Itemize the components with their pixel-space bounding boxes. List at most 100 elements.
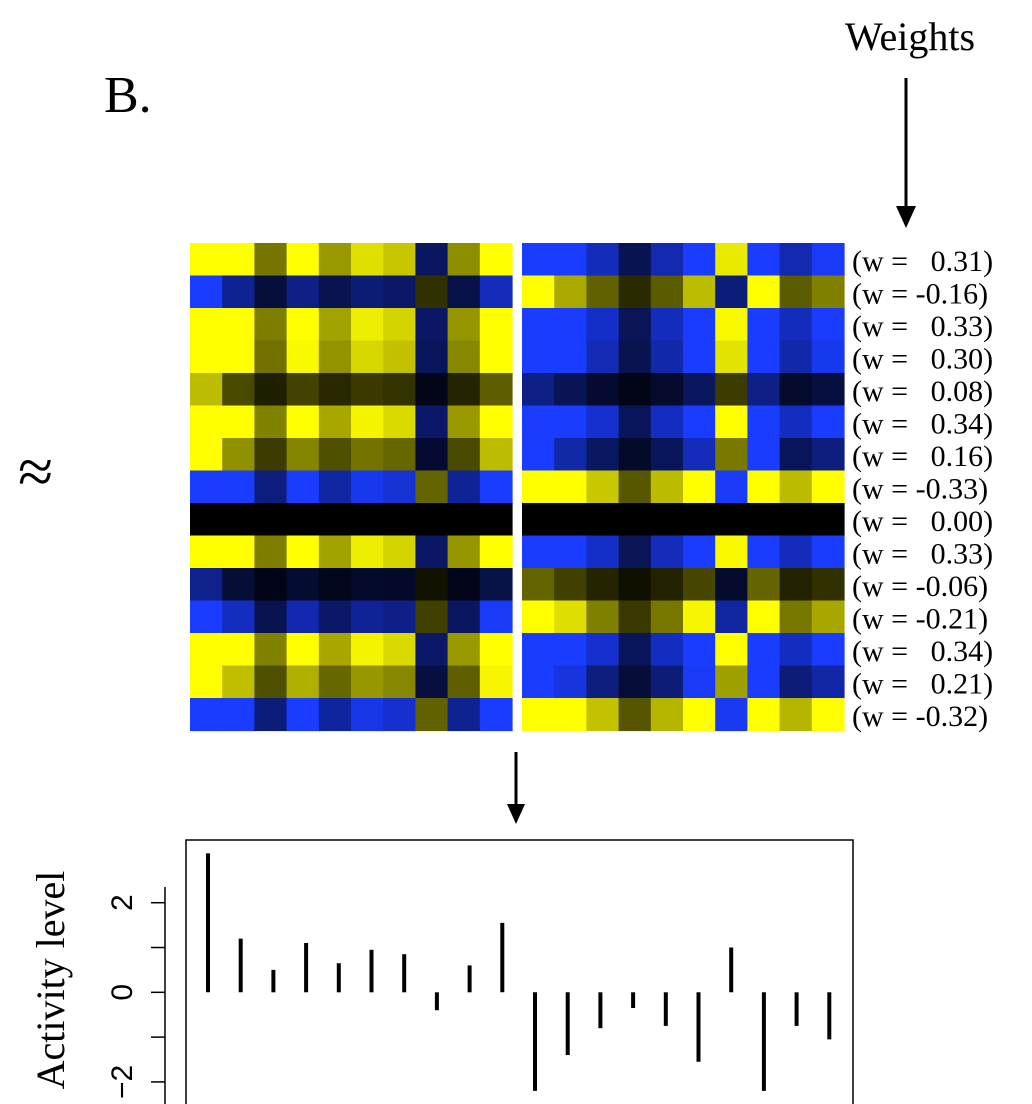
heatmap-cell (447, 308, 481, 342)
heatmap-cell (586, 308, 620, 342)
row-weight-label: (w = 0.21) (852, 668, 993, 701)
heatmap-cell (479, 405, 513, 439)
heatmap-cell (522, 340, 555, 374)
heatmap-cell (650, 568, 684, 602)
heatmap-cell (318, 568, 352, 602)
heatmap-cell (254, 503, 288, 537)
heatmap-cell (415, 438, 449, 472)
row-weight-label: (w = -0.32) (852, 700, 988, 733)
heatmap-cell (415, 308, 449, 342)
heatmap-cell (415, 600, 449, 634)
heatmap-cell (715, 275, 748, 309)
heatmap-cell (586, 405, 620, 439)
row-weight-label: (w = -0.06) (852, 570, 988, 603)
heatmap-cell (522, 373, 555, 407)
heatmap-cell (715, 308, 748, 342)
heatmap-cell (254, 698, 288, 732)
heatmap-cell (222, 470, 255, 504)
heatmap-cell (318, 633, 352, 667)
heatmap-cell (618, 275, 652, 309)
heatmap-cell (351, 698, 384, 732)
heatmap-cell (586, 373, 620, 407)
heatmap-cell (286, 308, 320, 342)
heatmap-cell (318, 438, 352, 472)
heatmap-cell (286, 568, 320, 602)
heatmap-cell (554, 470, 587, 504)
heatmap-cell (479, 600, 513, 634)
heatmap-cell (351, 535, 384, 569)
heatmap-cell (447, 535, 481, 569)
heatmap-cell (554, 243, 587, 277)
panel-label: B. (104, 67, 152, 124)
heatmap-cell (522, 470, 555, 504)
heatmap-cell (351, 373, 384, 407)
heatmap-cell (715, 535, 748, 569)
heatmap-cell (586, 698, 620, 732)
heatmap-cell (286, 600, 320, 634)
heatmap-cell (811, 503, 845, 537)
heatmap-cell (650, 405, 684, 439)
heatmap-cell (415, 405, 449, 439)
heatmap-cell (779, 308, 813, 342)
heatmap-cell (554, 698, 587, 732)
heatmap-cell (683, 665, 716, 699)
weights-label: Weights (845, 14, 975, 59)
heatmap-cell (351, 470, 384, 504)
heatmap-cell (650, 470, 684, 504)
heatmap-cell (286, 470, 320, 504)
heatmap-cell (190, 568, 223, 602)
row-weight-label: (w = 0.33) (852, 310, 993, 343)
heatmap-cell (222, 568, 255, 602)
heatmap-cell (779, 340, 813, 374)
row-weight-labels: (w = 0.31)(w = -0.16)(w = 0.33)(w = 0.30… (852, 245, 993, 733)
heatmap-cell (522, 600, 555, 634)
heatmap-cell (586, 275, 620, 309)
heatmap-cell (254, 340, 288, 374)
heatmap-cell (554, 340, 587, 374)
heatmap-cell (222, 405, 255, 439)
heatmap-cell (779, 698, 813, 732)
heatmap-cell (618, 633, 652, 667)
heatmap-cell (190, 503, 223, 537)
heatmap-cell (618, 470, 652, 504)
heatmap-cell (811, 633, 845, 667)
heatmap-cell (222, 340, 255, 374)
heatmap-cell (415, 243, 449, 277)
heatmap-cell (351, 438, 384, 472)
heatmap-cell (554, 633, 587, 667)
row-weight-label: (w = 0.16) (852, 440, 993, 473)
heatmap-cell (383, 243, 416, 277)
heatmap-cell (286, 698, 320, 732)
heatmap-cell (190, 698, 223, 732)
heatmap-cell (447, 243, 481, 277)
heatmap-cell (811, 665, 845, 699)
heatmap-cell (779, 633, 813, 667)
heatmap-cell (383, 275, 416, 309)
heatmap-cell (254, 308, 288, 342)
weights-arrow (896, 78, 916, 228)
heatmap-cell (747, 535, 781, 569)
heatmap-cell (586, 633, 620, 667)
heatmap-cell (683, 698, 716, 732)
heatmap-cell (254, 470, 288, 504)
heatmap-cell (811, 308, 845, 342)
heatmap-cell (618, 405, 652, 439)
heatmap-cell (650, 438, 684, 472)
heatmap-cell (811, 568, 845, 602)
heatmap-cell (811, 243, 845, 277)
heatmap-cell (554, 503, 587, 537)
heatmap-cell (479, 373, 513, 407)
heatmap-cell (747, 633, 781, 667)
heatmap-cell (618, 535, 652, 569)
heatmap-cell (190, 308, 223, 342)
heatmap-cell (415, 698, 449, 732)
heatmap-cell (383, 633, 416, 667)
heatmap-cell (779, 438, 813, 472)
heatmap-cell (779, 568, 813, 602)
heatmap-cell (447, 373, 481, 407)
heatmap-cell (383, 503, 416, 537)
heatmap-cell (190, 243, 223, 277)
heatmap-cell (683, 308, 716, 342)
heatmap-cell (254, 275, 288, 309)
heatmap-cell (522, 405, 555, 439)
